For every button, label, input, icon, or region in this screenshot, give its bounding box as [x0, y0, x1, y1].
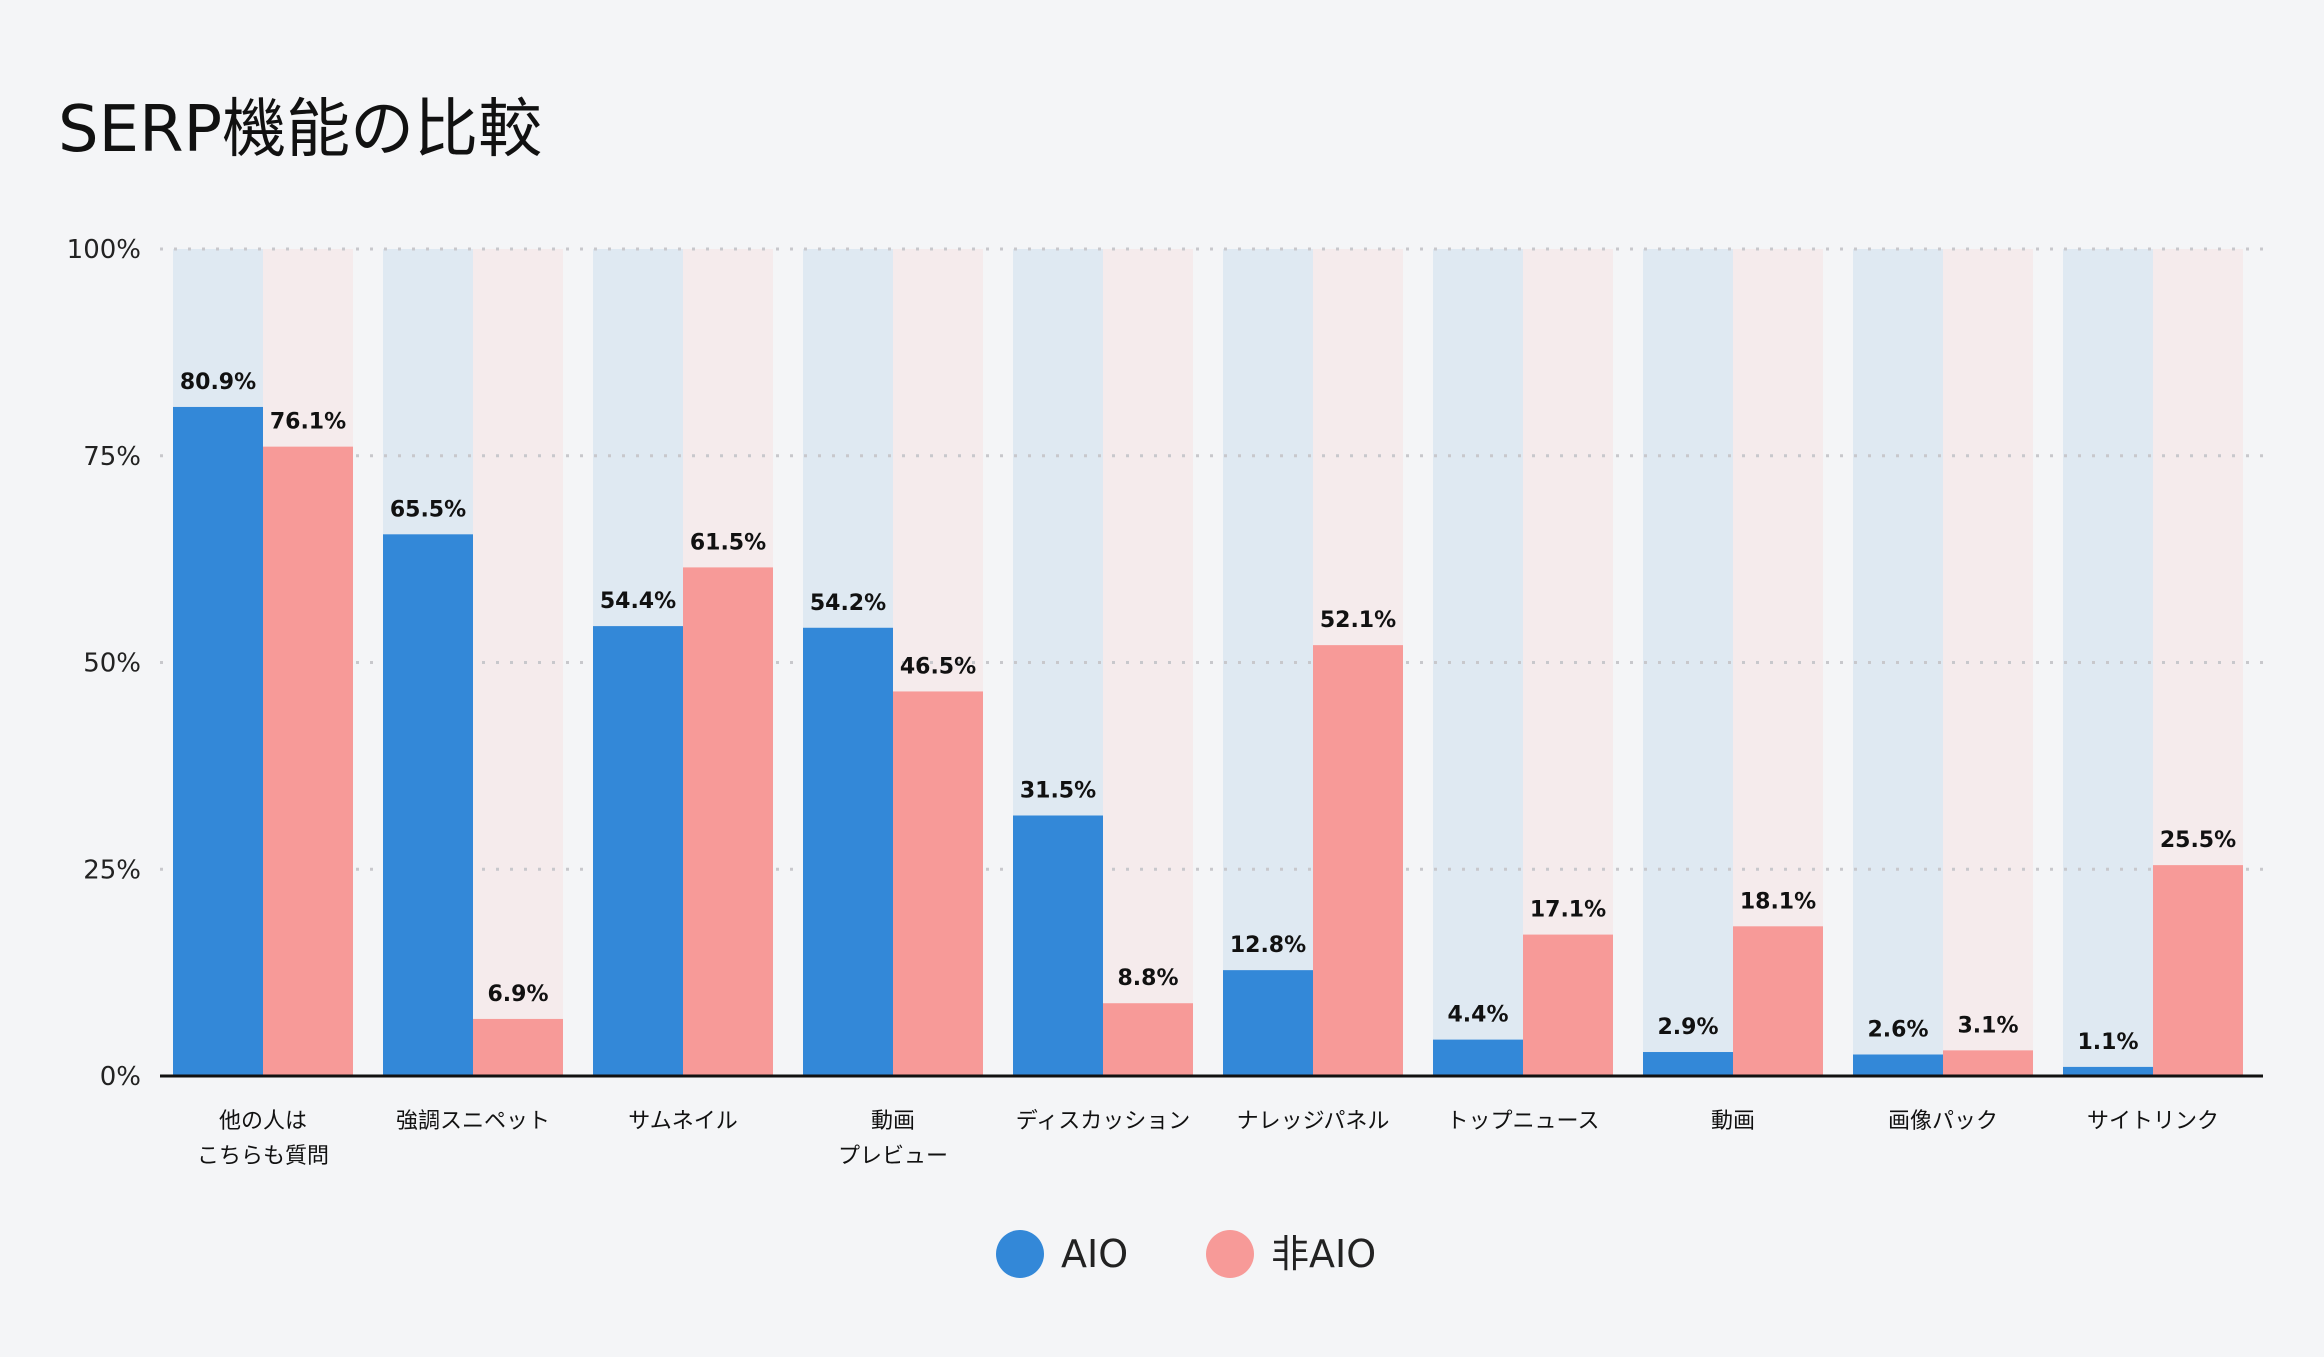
legend-marker-非AIO [1206, 1230, 1254, 1278]
legend-label: 非AIO [1271, 1232, 1376, 1276]
data-label: 61.5% [690, 530, 766, 555]
bar-AIO [593, 626, 683, 1076]
legend-marker-AIO [996, 1230, 1044, 1278]
x-tick-label: ナレッジパネル [1237, 1109, 1390, 1134]
bar-非AIO [1103, 1003, 1193, 1076]
data-label: 17.1% [1530, 898, 1606, 923]
data-label: 76.1% [270, 410, 346, 435]
data-label: 2.9% [1657, 1015, 1718, 1040]
x-tick-label: 動画 [1711, 1109, 1755, 1134]
bar-非AIO [1733, 926, 1823, 1076]
bar-非AIO [893, 691, 983, 1076]
data-label: 6.9% [487, 982, 548, 1007]
data-label: 12.8% [1230, 933, 1306, 958]
x-tick-label: サムネイル [628, 1109, 738, 1134]
data-label: 52.1% [1320, 608, 1396, 633]
bar-非AIO [1523, 934, 1613, 1076]
legend-label: AIO [1061, 1232, 1128, 1276]
data-label: 65.5% [390, 497, 466, 522]
data-label: 54.4% [600, 589, 676, 614]
x-tick-label: サイトリンク [2087, 1109, 2219, 1134]
bar-AIO [1013, 815, 1103, 1076]
bar-非AIO [2153, 865, 2243, 1076]
bar-AIO [173, 406, 263, 1076]
bar-非AIO [473, 1018, 563, 1076]
bar-AIO [383, 534, 473, 1076]
bar-AIO [2063, 1066, 2153, 1076]
data-label: 54.2% [810, 591, 886, 616]
bar-非AIO [683, 567, 773, 1076]
x-tick-label: 強調スニペット [396, 1109, 550, 1134]
x-tick-label: 画像パック [1888, 1109, 1998, 1134]
data-label: 18.1% [1740, 889, 1816, 914]
bar-AIO [1433, 1039, 1523, 1076]
y-tick-label: 50% [83, 649, 141, 679]
x-tick-label: ディスカッション [1016, 1109, 1190, 1134]
data-label: 25.5% [2160, 828, 2236, 853]
data-label: 4.4% [1447, 1003, 1508, 1028]
bar-AIO [803, 627, 893, 1076]
bar-background [1103, 249, 1193, 1076]
data-label: 46.5% [900, 654, 976, 679]
x-tick-label: 他の人は [219, 1109, 307, 1134]
bar-非AIO [1313, 645, 1403, 1076]
y-tick-label: 0% [100, 1062, 141, 1092]
y-tick-label: 75% [83, 442, 141, 472]
data-label: 80.9% [180, 370, 256, 395]
chart-title: SERP機能の比較 [58, 93, 543, 167]
y-tick-label: 100% [67, 235, 141, 265]
data-label: 8.8% [1117, 966, 1178, 991]
bar-非AIO [1943, 1050, 2033, 1076]
x-tick-label: こちらも質問 [197, 1144, 329, 1169]
bar-AIO [1223, 970, 1313, 1076]
x-tick-label: 動画 [871, 1109, 915, 1134]
x-tick-label: プレビュー [838, 1144, 948, 1169]
bar-background [1943, 249, 2033, 1076]
bar-AIO [1643, 1052, 1733, 1076]
bar-background [473, 249, 563, 1076]
y-tick-label: 25% [83, 855, 141, 885]
data-label: 2.6% [1867, 1017, 1928, 1042]
x-tick-label: トップニュース [1447, 1109, 1600, 1134]
bar-AIO [1853, 1054, 1943, 1076]
data-label: 31.5% [1020, 778, 1096, 803]
data-label: 3.1% [1957, 1013, 2018, 1038]
bar-非AIO [263, 446, 353, 1076]
data-label: 1.1% [2077, 1030, 2138, 1055]
